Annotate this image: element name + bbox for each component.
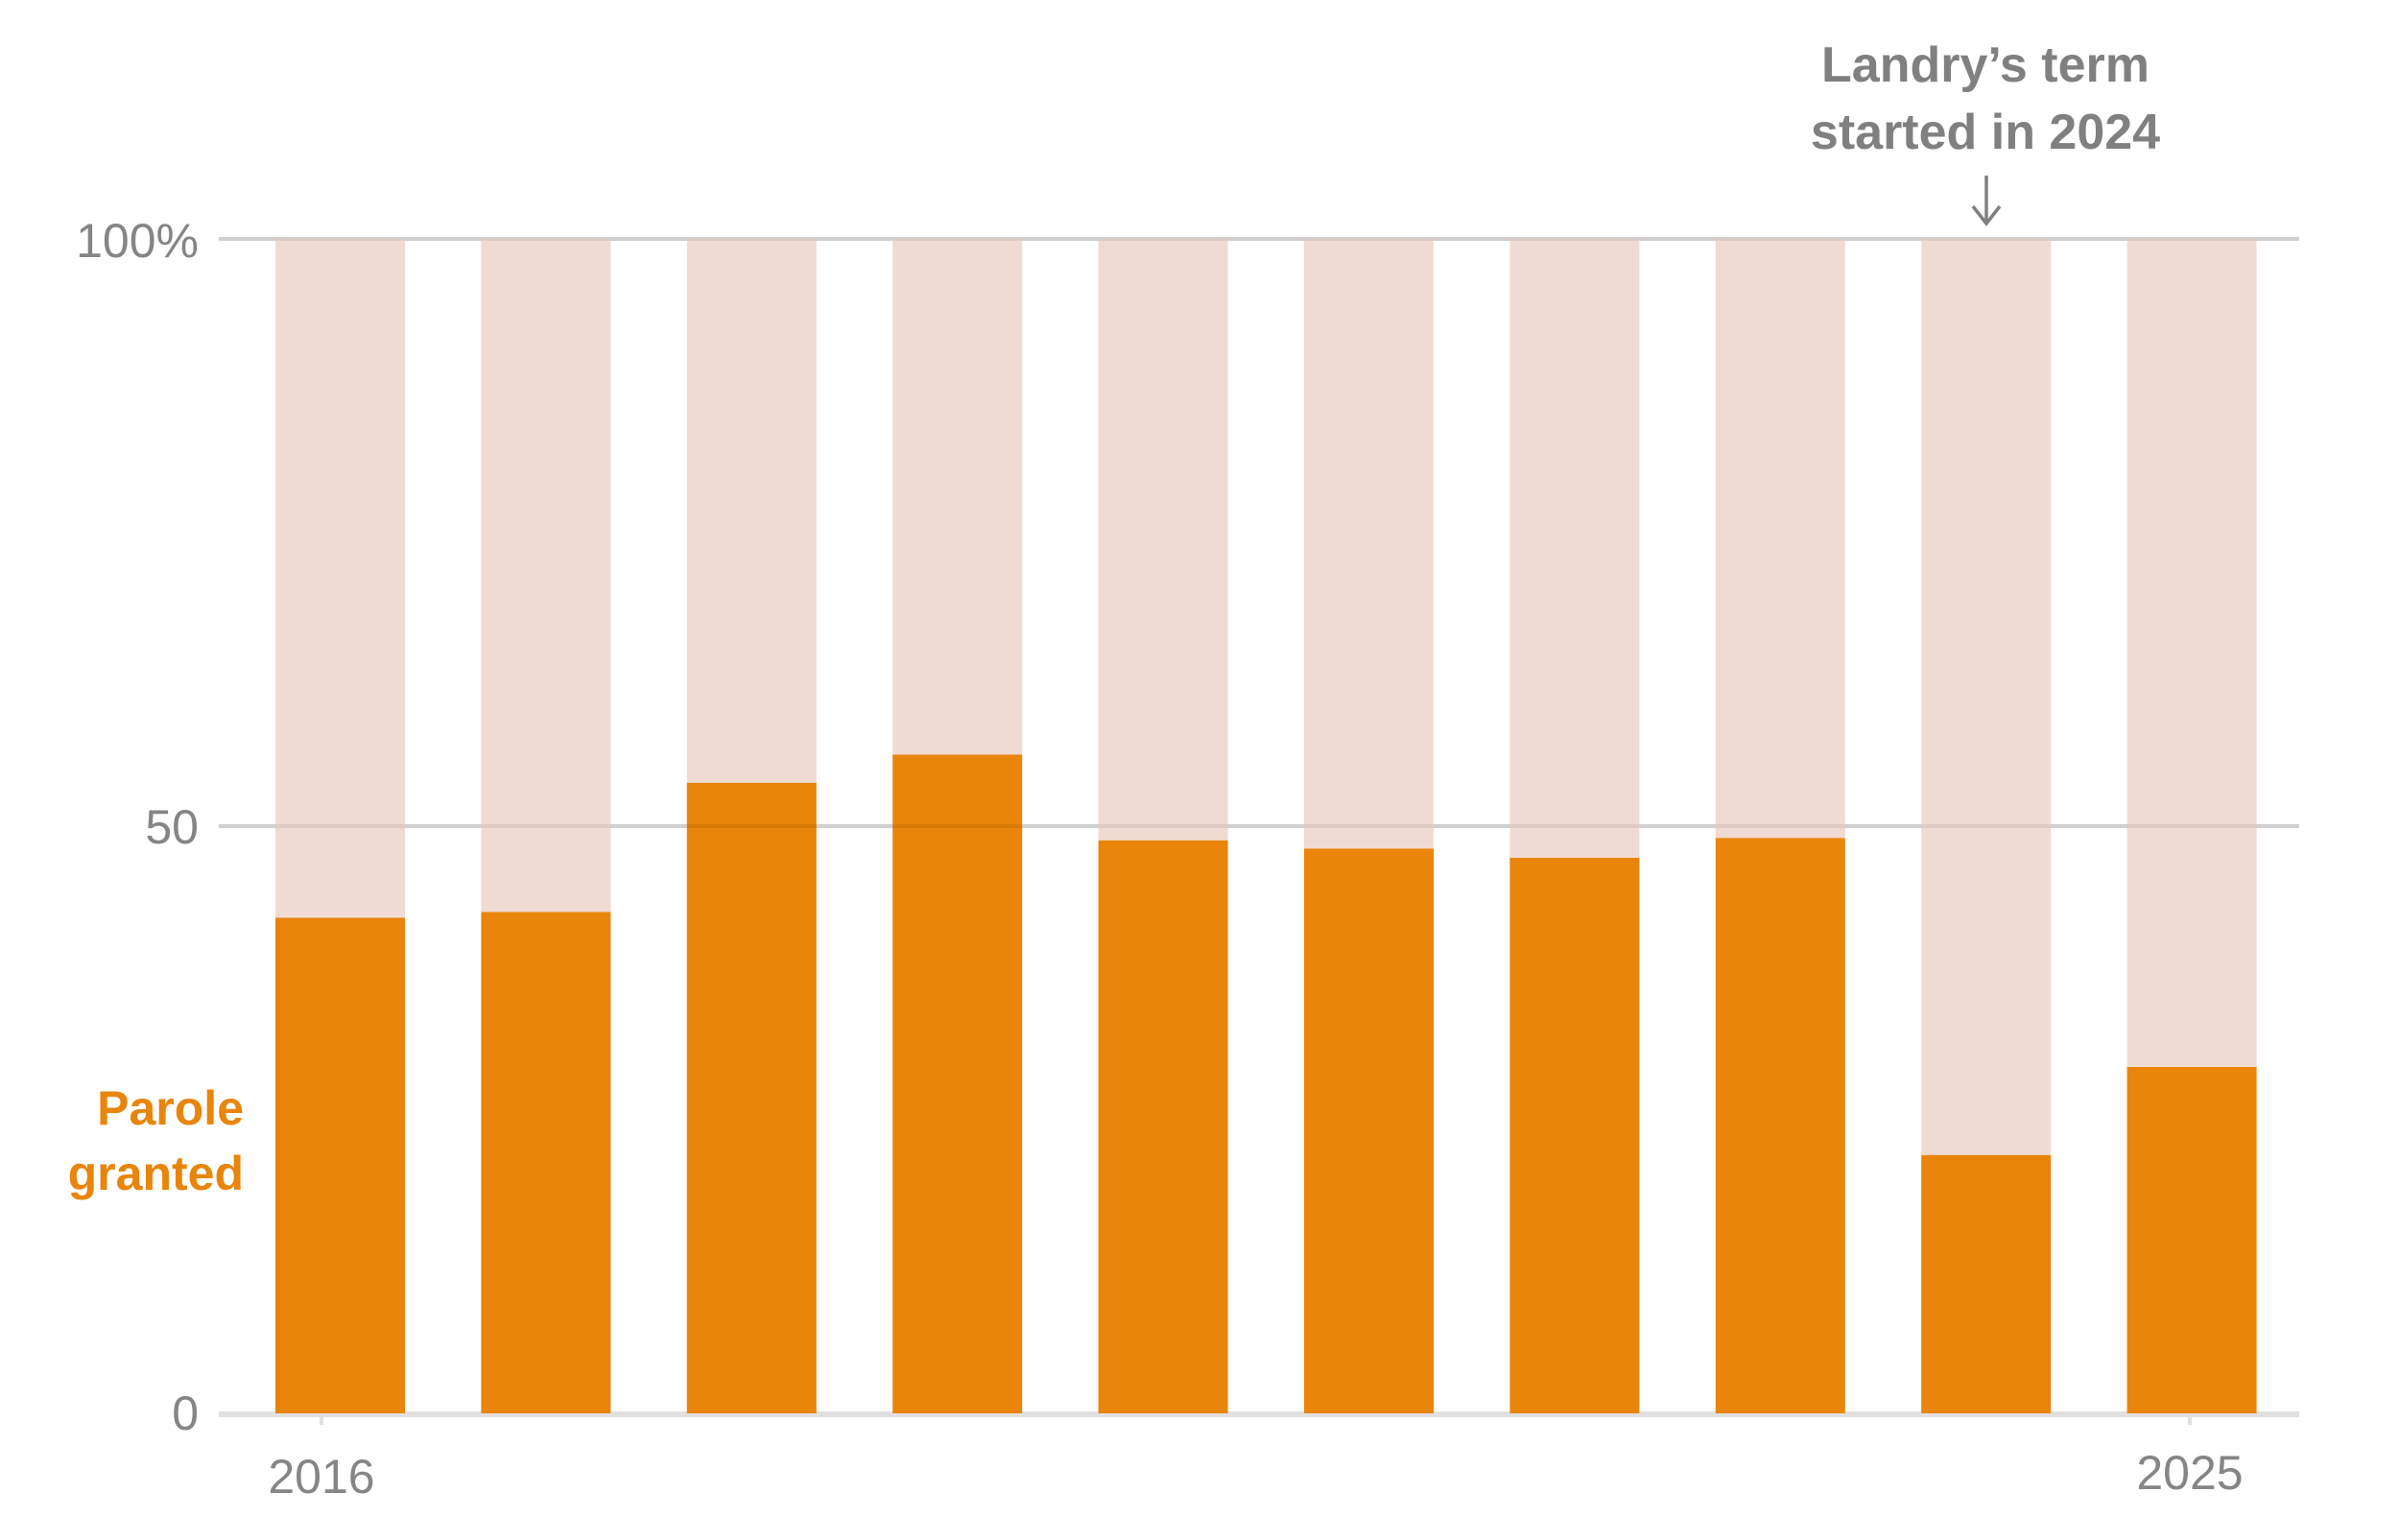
bar-parole-granted-2019: [892, 754, 1023, 1413]
bar-parole-granted-2016: [275, 917, 405, 1413]
annotation-line-2: started in 2024: [1811, 105, 2160, 160]
bar-remainder-2024: [1921, 239, 2052, 1155]
y-tick-label-100: 100%: [76, 214, 199, 268]
x-axis: 2016 2025: [268, 1413, 2244, 1504]
bar-parole-granted-2020: [1098, 840, 1228, 1413]
bar-parole-granted-2018: [686, 782, 817, 1413]
bar-parole-granted-2021: [1304, 848, 1434, 1413]
bar-remainder-2025: [2126, 239, 2257, 1067]
bar-parole-granted-2025: [2126, 1066, 2257, 1413]
bar-remainder-2016: [275, 239, 405, 918]
bar-parole-granted-2017: [481, 912, 611, 1413]
bar-parole-granted-2022: [1509, 858, 1640, 1413]
x-tick-label-2025: 2025: [2136, 1446, 2243, 1500]
y-tick-label-0: 0: [172, 1386, 199, 1440]
annotation-line-1: Landry’s term: [1821, 37, 2150, 93]
y-axis: 100% 50 0: [76, 214, 199, 1440]
y-tick-label-50: 50: [145, 800, 199, 854]
bar-remainder-2023: [1715, 239, 1845, 839]
bar-remainder-2019: [892, 239, 1023, 755]
down-arrow-icon: [1971, 176, 2002, 226]
series-label: Parole granted: [68, 1081, 244, 1200]
bars: [219, 237, 2299, 1417]
bar-remainder-2020: [1098, 239, 1228, 841]
series-label-line-2: granted: [68, 1147, 244, 1200]
bar-parole-granted-2024: [1921, 1154, 2052, 1413]
x-tick-label-2016: 2016: [268, 1450, 374, 1504]
bar-remainder-2022: [1509, 239, 1640, 858]
series-label-line-1: Parole: [97, 1081, 244, 1135]
bar-parole-granted-2023: [1715, 838, 1845, 1413]
bar-remainder-2017: [481, 239, 611, 912]
bar-remainder-2018: [686, 239, 817, 783]
bar-remainder-2021: [1304, 239, 1434, 849]
annotation: Landry’s term started in 2024: [1811, 37, 2160, 226]
